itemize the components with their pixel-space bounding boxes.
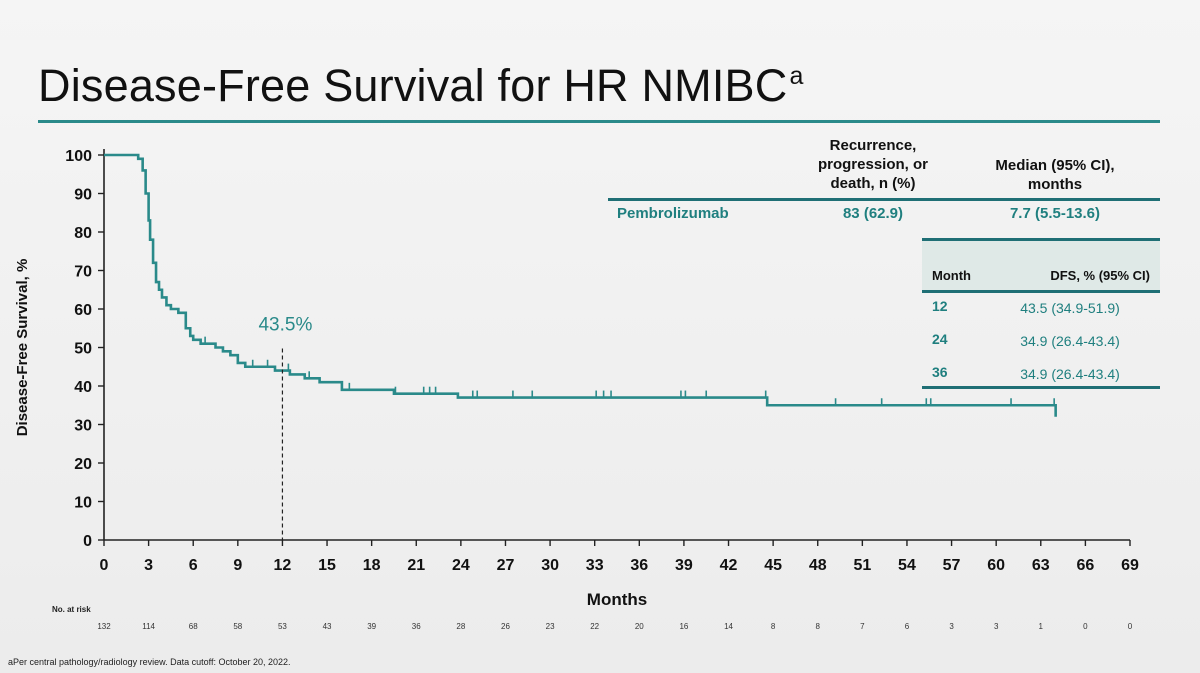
y-tick-label: 80 bbox=[74, 225, 92, 242]
at-risk-count: 14 bbox=[724, 622, 733, 631]
at-risk-count: 23 bbox=[546, 622, 555, 631]
x-tick-label: 54 bbox=[898, 557, 916, 574]
footnote: aPer central pathology/radiology review.… bbox=[8, 657, 291, 667]
x-tick-label: 21 bbox=[407, 557, 425, 574]
landmark-label: 43.5% bbox=[258, 315, 312, 336]
title-superscript: a bbox=[789, 62, 804, 90]
km-curve bbox=[104, 153, 1057, 417]
summary-table-rule bbox=[608, 198, 1160, 201]
at-risk-label: No. at risk bbox=[52, 605, 91, 614]
at-risk-count: 68 bbox=[189, 622, 198, 631]
y-tick-label: 10 bbox=[74, 495, 92, 512]
y-tick-label: 30 bbox=[74, 418, 92, 435]
at-risk-count: 28 bbox=[456, 622, 465, 631]
x-tick-label: 66 bbox=[1076, 557, 1094, 574]
recurrence-value: 83 (62.9) bbox=[842, 205, 904, 222]
at-risk-count: 3 bbox=[994, 622, 999, 631]
x-tick-label: 27 bbox=[497, 557, 515, 574]
at-risk-count: 1 bbox=[1039, 622, 1044, 631]
row-label-pembrolizumab: Pembrolizumab bbox=[617, 205, 729, 222]
dfs-row-value: 43.5 (34.9-51.9) bbox=[1020, 300, 1120, 316]
x-tick-label: 33 bbox=[586, 557, 604, 574]
x-tick-label: 51 bbox=[853, 557, 871, 574]
y-tick-label: 70 bbox=[74, 264, 92, 281]
at-risk-count: 26 bbox=[501, 622, 510, 631]
y-tick-label: 0 bbox=[83, 533, 92, 550]
median-value: 7.7 (5.5-13.6) bbox=[1009, 205, 1101, 222]
x-tick-label: 3 bbox=[144, 557, 153, 574]
at-risk-count: 0 bbox=[1128, 622, 1133, 631]
at-risk-count: 0 bbox=[1083, 622, 1088, 631]
at-risk-count: 22 bbox=[590, 622, 599, 631]
dfs-row-value: 34.9 (26.4-43.4) bbox=[1020, 333, 1120, 349]
header-recurrence: Recurrence, progression, or death, n (%) bbox=[817, 137, 929, 192]
x-tick-label: 48 bbox=[809, 557, 827, 574]
title-rule bbox=[38, 120, 1160, 123]
at-risk-count: 43 bbox=[323, 622, 332, 631]
x-tick-label: 60 bbox=[987, 557, 1005, 574]
y-tick-label: 100 bbox=[65, 148, 92, 165]
at-risk-count: 58 bbox=[233, 622, 242, 631]
at-risk-count: 8 bbox=[816, 622, 821, 631]
at-risk-count: 3 bbox=[949, 622, 954, 631]
x-tick-label: 24 bbox=[452, 557, 470, 574]
at-risk-count: 8 bbox=[771, 622, 776, 631]
x-tick-label: 57 bbox=[943, 557, 961, 574]
header-median: Median (95% CI), months bbox=[995, 157, 1115, 193]
x-tick-label: 39 bbox=[675, 557, 693, 574]
at-risk-count: 7 bbox=[860, 622, 865, 631]
dfs-header-month: Month bbox=[932, 268, 971, 283]
dfs-row-month: 24 bbox=[932, 331, 948, 347]
dfs-row-value: 34.9 (26.4-43.4) bbox=[1020, 366, 1120, 382]
y-tick-label: 90 bbox=[74, 187, 92, 204]
x-tick-label: 6 bbox=[189, 557, 198, 574]
y-tick-label: 50 bbox=[74, 341, 92, 358]
x-tick-label: 30 bbox=[541, 557, 559, 574]
at-risk-count: 114 bbox=[142, 622, 155, 631]
dfs-row-month: 12 bbox=[932, 298, 948, 314]
x-tick-label: 18 bbox=[363, 557, 381, 574]
at-risk-count: 6 bbox=[905, 622, 910, 631]
at-risk-count: 53 bbox=[278, 622, 287, 631]
x-axis-label: Months bbox=[587, 590, 647, 609]
at-risk-count: 39 bbox=[367, 622, 376, 631]
y-axis-label: Disease-Free Survival, % bbox=[14, 259, 31, 437]
x-tick-label: 0 bbox=[100, 557, 109, 574]
x-tick-label: 15 bbox=[318, 557, 336, 574]
at-risk-count: 36 bbox=[412, 622, 421, 631]
dfs-header-dfs: DFS, % (95% CI) bbox=[1050, 268, 1150, 283]
slide-title: Disease-Free Survival for HR NMIBCa bbox=[38, 60, 804, 111]
dfs-row-month: 36 bbox=[932, 364, 948, 380]
x-tick-label: 12 bbox=[274, 557, 292, 574]
x-tick-label: 42 bbox=[720, 557, 738, 574]
x-tick-label: 69 bbox=[1121, 557, 1139, 574]
y-tick-label: 20 bbox=[74, 456, 92, 473]
at-risk-count: 20 bbox=[635, 622, 644, 631]
y-tick-label: 40 bbox=[74, 379, 92, 396]
dfs-table-header-bg bbox=[922, 241, 1160, 291]
dfs-table-top-rule bbox=[922, 238, 1160, 241]
at-risk-count: 132 bbox=[97, 622, 111, 631]
dfs-table-header-rule bbox=[922, 290, 1160, 293]
x-tick-label: 63 bbox=[1032, 557, 1050, 574]
dfs-table-bottom-rule bbox=[922, 386, 1160, 389]
y-tick-label: 60 bbox=[74, 302, 92, 319]
x-tick-label: 9 bbox=[233, 557, 242, 574]
at-risk-count: 16 bbox=[679, 622, 688, 631]
x-tick-label: 45 bbox=[764, 557, 782, 574]
x-tick-label: 36 bbox=[630, 557, 648, 574]
